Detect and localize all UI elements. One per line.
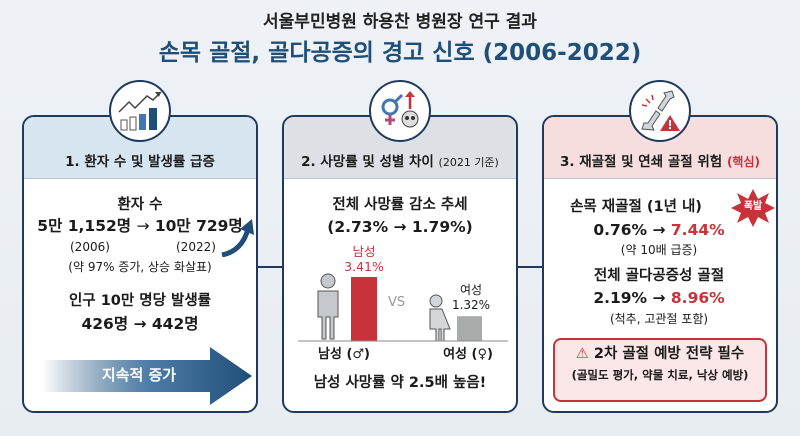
patients-values: 5만 1,152명 → 10만 729명: [37, 217, 243, 235]
supertitle: 서울부민병원 하용찬 병원장 연구 결과: [263, 12, 537, 32]
female-bar: [457, 316, 482, 341]
increase-note: (약 97% 증가, 상승 화살표): [68, 260, 212, 274]
alert-title: ⚠ 2차 골절 예방 전략 필수: [575, 346, 745, 362]
panel-heading: 1. 환자 수 및 발생률 급증: [65, 154, 215, 170]
growth-arrow-banner: [42, 347, 252, 405]
connector: [258, 266, 284, 268]
banner-text: 지속적 증가: [101, 366, 177, 384]
panel-patients: 1. 환자 수 및 발생률 급증 환자 수 5만 1,152명 → 10만 72…: [22, 115, 258, 413]
osteo-label: 전체 골다공증성 골절: [593, 268, 725, 284]
panel-heading: 2. 사망률 및 성별 차이 (2021 기준): [301, 154, 499, 170]
osteo-values: 2.19% → 8.96%: [593, 289, 725, 307]
female-bar-value: 1.32%: [451, 298, 491, 312]
female-axis-label: 여성 (♀): [443, 347, 493, 362]
gender-skull-icon: [369, 80, 431, 142]
growth-chart-people-icon: [109, 80, 171, 142]
female-figure-icon: [429, 294, 451, 342]
broken-bone-warning-icon: [629, 80, 691, 142]
trend-label: 전체 사망률 감소 추세: [332, 197, 468, 213]
burst-icon: [731, 189, 775, 227]
warning-icon: ⚠: [575, 346, 589, 362]
mortality-bar-chart: [298, 273, 508, 342]
patients-label: 환자 수: [117, 197, 163, 213]
prevention-alert: ⚠ 2차 골절 예방 전략 필수 (골밀도 평가, 약물 치료, 낙상 예방): [553, 338, 767, 402]
page-title: 손목 골절, 골다공증의 경고 신호 (2006-2022): [158, 40, 642, 66]
male-axis-label: 남성 (♂): [318, 347, 370, 362]
rising-arrow-icon: [221, 219, 254, 257]
year-to: (2022): [176, 240, 216, 254]
refracture-note: (약 10배 급증): [620, 243, 698, 257]
incidence-label: 인구 10만 명당 발생률: [68, 293, 212, 309]
male-bar-label: 남성: [352, 244, 376, 259]
panel-heading: 3. 재골절 및 연쇄 골절 위험 (핵심): [560, 154, 760, 170]
panel-mortality: 2. 사망률 및 성별 차이 (2021 기준) 전체 사망률 감소 추세 (2…: [282, 115, 518, 413]
panel-refracture: 3. 재골절 및 연쇄 골절 위험 (핵심) 손목 재골절 (1년 내) 폭발 …: [542, 115, 778, 413]
trend-value: (2.73% → 1.79%): [327, 218, 473, 236]
incidence-value: 426명 → 442명: [81, 315, 199, 333]
refracture-label: 손목 재골절 (1년 내): [570, 199, 702, 215]
year-from: (2006): [70, 240, 110, 254]
male-bar-value: 3.41%: [344, 259, 384, 274]
vs-label: VS: [388, 295, 406, 310]
conclusion-text: 남성 사망률 약 2.5배 높음!: [313, 375, 487, 391]
female-bar-label: 여성: [459, 283, 483, 297]
refracture-values: 0.76% → 7.44%: [593, 221, 725, 239]
connector: [518, 266, 544, 268]
alert-subtitle: (골밀도 평가, 약물 치료, 낙상 예방): [571, 368, 749, 383]
male-figure-icon: [317, 273, 339, 340]
burst-label: 폭발: [743, 201, 763, 212]
osteo-note: (척추, 고관절 포함): [609, 312, 709, 326]
male-bar: [351, 277, 377, 341]
